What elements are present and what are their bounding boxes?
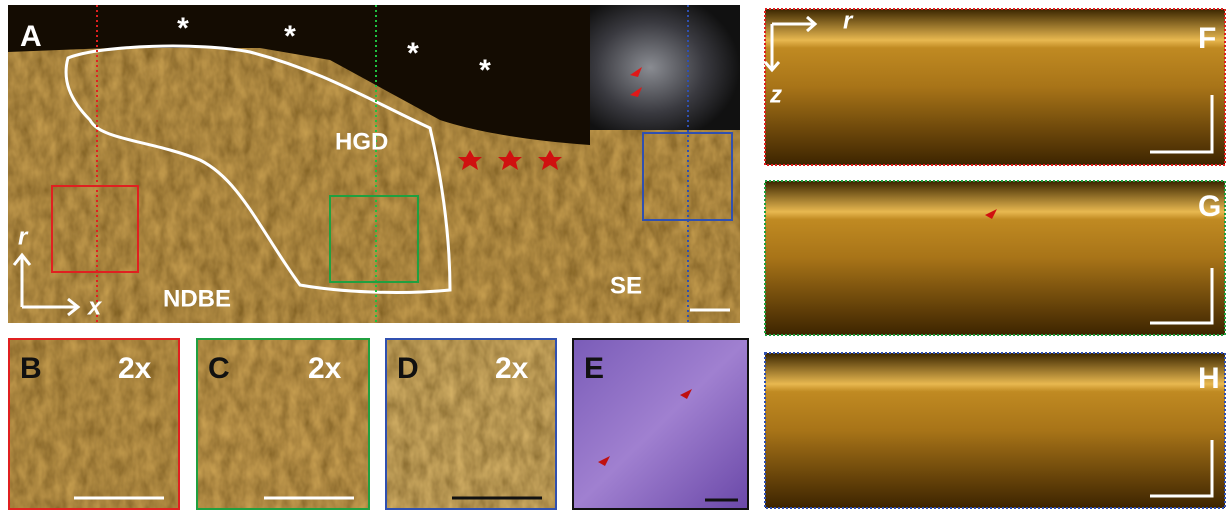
panel-g: G: [765, 181, 1225, 335]
panel-b: B 2x: [9, 339, 179, 509]
panel-d: D 2x: [386, 339, 556, 509]
panel-f: F r z: [765, 7, 1225, 165]
panel-label: A: [20, 20, 42, 53]
axis-label: z: [769, 81, 782, 108]
region-label: NDBE: [163, 285, 231, 312]
panel-e: E: [573, 339, 748, 509]
panel-label: C: [208, 352, 230, 385]
panel-label: H: [1198, 362, 1220, 395]
panel-label: D: [397, 352, 419, 385]
figure: A * * * * HGD NDBE SE r x B 2x C 2x D 2x: [0, 0, 1231, 514]
panel-h: H: [765, 353, 1225, 508]
region-label: SE: [610, 272, 642, 299]
axis-label: x: [86, 293, 103, 320]
panel-c: C 2x: [197, 339, 369, 509]
asterisk: *: [284, 20, 296, 53]
panel-a: A * * * * HGD NDBE SE r x: [8, 5, 740, 323]
zoom-label: 2x: [495, 352, 529, 385]
panel-label: G: [1198, 190, 1221, 223]
panel-label: F: [1198, 22, 1216, 55]
zoom-label: 2x: [308, 352, 342, 385]
asterisk: *: [479, 54, 491, 87]
asterisk: *: [177, 12, 189, 45]
panel-label: E: [584, 352, 604, 385]
region-label: HGD: [335, 128, 388, 155]
asterisk: *: [407, 37, 419, 70]
endoscopy-inset: [590, 5, 740, 130]
zoom-label: 2x: [118, 352, 152, 385]
panel-label: B: [20, 352, 42, 385]
